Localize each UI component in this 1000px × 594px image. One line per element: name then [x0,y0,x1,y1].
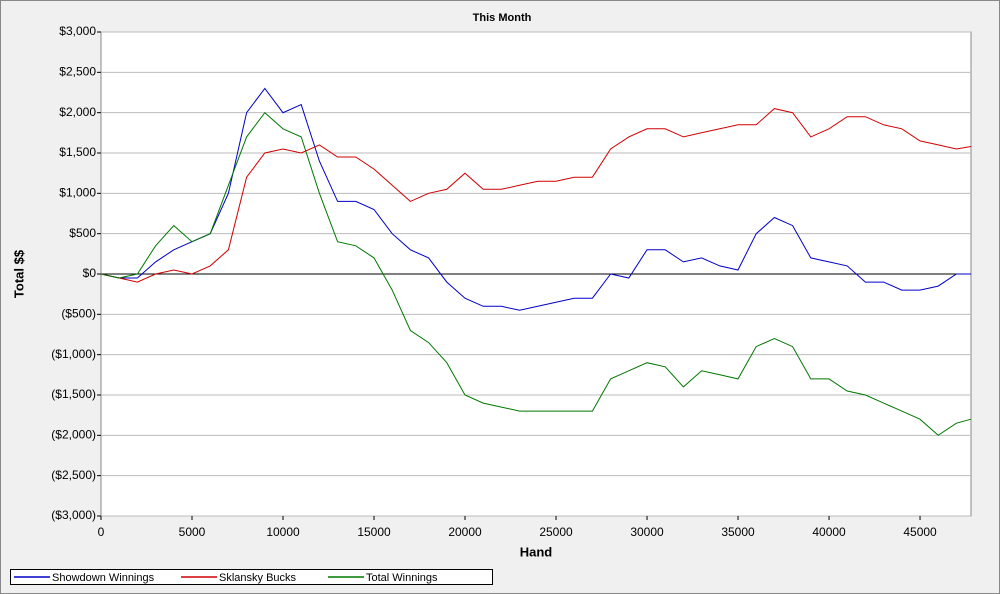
y-tick-label: ($1,500) [51,387,96,401]
x-tick-label: 30000 [630,525,664,539]
y-tick-label: $1,000 [59,186,96,200]
x-axis-label: Hand [520,544,553,559]
legend-label: Total Winnings [366,572,438,584]
chart-title: This Month [473,12,532,24]
x-tick-label: 35000 [721,525,755,539]
series-line [100,108,972,283]
x-tick-label: 45000 [903,525,937,539]
y-tick-label: $500 [69,226,96,240]
legend [10,569,493,585]
y-tick-label: ($500) [61,307,96,321]
x-tick-label: 5000 [179,525,206,539]
y-axis-label: Total $$ [11,249,26,298]
x-tick-label: 20000 [448,525,482,539]
y-tick-label: ($1,000) [51,347,96,361]
legend-label: Sklansky Bucks [219,572,297,584]
legend-label: Showdown Winnings [52,572,155,584]
x-tick-label: 0 [98,525,105,539]
x-tick-label: 15000 [357,525,391,539]
y-tick-label: $0 [83,266,97,280]
y-tick-label: ($2,500) [51,468,96,482]
y-tick-label: $2,000 [59,105,96,119]
y-tick-label: $1,500 [59,145,96,159]
x-tick-label: 25000 [539,525,573,539]
x-tick-label: 40000 [812,525,846,539]
y-tick-label: $2,500 [59,65,96,79]
series-line [100,111,972,436]
y-tick-label: $3,000 [59,24,96,38]
series-line [100,87,971,311]
x-tick-label: 10000 [266,525,300,539]
y-tick-label: ($2,000) [51,428,96,442]
y-tick-label: ($3,000) [51,508,96,522]
